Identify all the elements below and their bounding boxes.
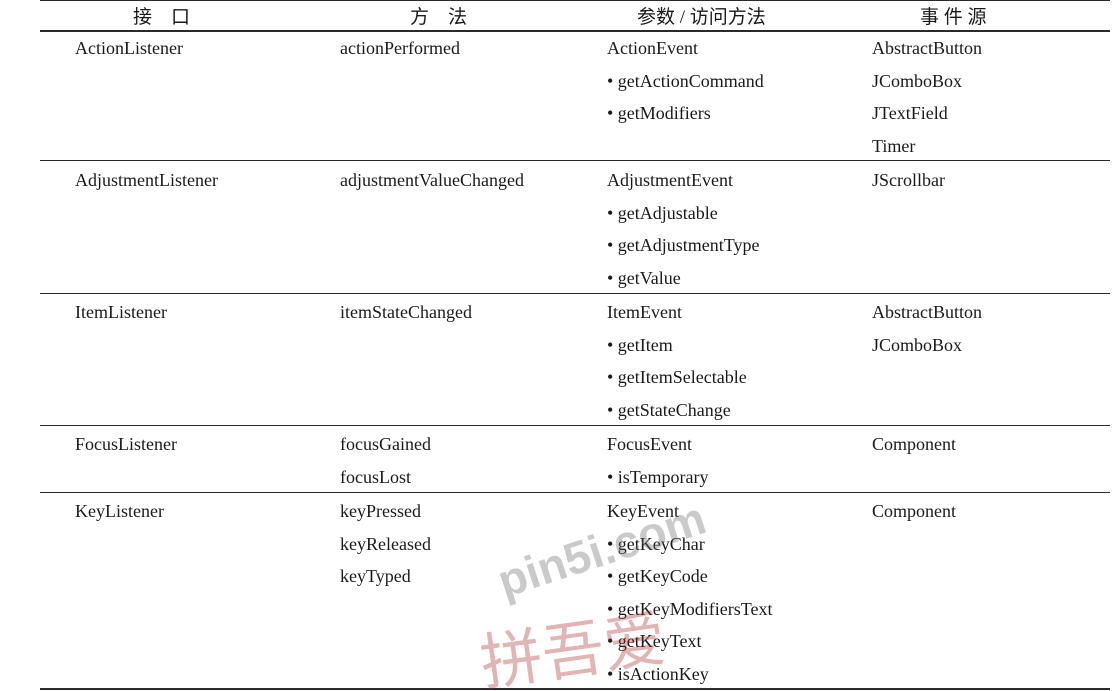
- param-line: • getKeyCode: [607, 566, 708, 586]
- source-line: JScrollbar: [872, 170, 945, 190]
- param-line: • getItem: [607, 334, 673, 355]
- method-name: keyReleased: [340, 533, 431, 554]
- method-name: focusGained: [340, 434, 431, 454]
- header-top-rule: [40, 0, 1110, 1]
- interface-name: AdjustmentListener: [75, 170, 218, 190]
- table-bottom-rule: [40, 688, 1110, 690]
- cell-interface: FocusListener: [75, 428, 177, 461]
- source-line: Timer: [872, 135, 916, 156]
- header-event-source: 事 件 源: [920, 7, 987, 28]
- cell-sources: Component: [872, 428, 956, 461]
- param-line: • getKeyText: [607, 631, 702, 651]
- method-name: keyTyped: [340, 566, 411, 586]
- cell-methods: adjustmentValueChanged: [340, 164, 524, 197]
- source-line: AbstractButton: [872, 302, 982, 322]
- cell-params: AdjustmentEvent • getAdjustable • getAdj…: [607, 164, 760, 294]
- row-divider: [40, 160, 1110, 161]
- source-line: Component: [872, 434, 956, 454]
- source-line: AbstractButton: [872, 38, 982, 58]
- cell-params: FocusEvent • isTemporary: [607, 428, 709, 493]
- method-name: itemStateChanged: [340, 302, 472, 322]
- interface-name: ActionListener: [75, 38, 183, 58]
- param-line: • isActionKey: [607, 663, 709, 684]
- param-line: • getAdjustmentType: [607, 235, 760, 255]
- interface-name: ItemListener: [75, 302, 167, 322]
- header-method: 方 法: [410, 7, 468, 28]
- cell-interface: ItemListener: [75, 296, 167, 329]
- param-line: FocusEvent: [607, 434, 692, 454]
- cell-sources: AbstractButton JComboBox JTextField Time…: [872, 32, 982, 162]
- cell-sources: AbstractButton JComboBox: [872, 296, 982, 361]
- param-line: AdjustmentEvent: [607, 170, 733, 190]
- method-name: keyPressed: [340, 501, 421, 521]
- method-name: adjustmentValueChanged: [340, 170, 524, 190]
- param-line: • getValue: [607, 267, 681, 288]
- source-line: JTextField: [872, 103, 948, 123]
- source-line: Component: [872, 501, 956, 521]
- row-divider: [40, 425, 1110, 426]
- cell-methods: itemStateChanged: [340, 296, 472, 329]
- source-line: JComboBox: [872, 70, 963, 91]
- param-line: ActionEvent: [607, 38, 698, 58]
- header-bottom-rule: [40, 30, 1110, 32]
- cell-interface: AdjustmentListener: [75, 164, 218, 197]
- cell-interface: KeyListener: [75, 495, 164, 528]
- param-line: ItemEvent: [607, 302, 682, 322]
- table-header: 接 口 方 法 参数 / 访问方法 事 件 源: [40, 0, 1110, 30]
- param-line: • getAdjustable: [607, 202, 718, 223]
- cell-methods: actionPerformed: [340, 32, 460, 65]
- param-line: • getItemSelectable: [607, 367, 747, 387]
- source-line: JComboBox: [872, 334, 963, 355]
- interface-name: KeyListener: [75, 501, 164, 521]
- method-name: focusLost: [340, 466, 411, 487]
- cell-params: KeyEvent • getKeyChar • getKeyCode • get…: [607, 495, 773, 690]
- cell-params: ItemEvent • getItem • getItemSelectable …: [607, 296, 747, 426]
- cell-methods: keyPressed keyReleased keyTyped: [340, 495, 431, 593]
- param-line: KeyEvent: [607, 501, 679, 521]
- cell-params: ActionEvent • getActionCommand • getModi…: [607, 32, 764, 130]
- param-line: • getModifiers: [607, 103, 711, 123]
- row-divider: [40, 492, 1110, 493]
- row-divider: [40, 293, 1110, 294]
- param-line: • getStateChange: [607, 399, 731, 420]
- cell-sources: JScrollbar: [872, 164, 945, 197]
- interface-name: FocusListener: [75, 434, 177, 454]
- cell-interface: ActionListener: [75, 32, 183, 65]
- cell-sources: Component: [872, 495, 956, 528]
- cell-methods: focusGained focusLost: [340, 428, 431, 493]
- method-name: actionPerformed: [340, 38, 460, 58]
- header-interface: 接 口: [133, 7, 191, 28]
- param-line: • getKeyChar: [607, 533, 705, 554]
- param-line: • getActionCommand: [607, 70, 764, 91]
- param-line: • isTemporary: [607, 466, 709, 487]
- header-params: 参数 / 访问方法: [637, 7, 766, 28]
- param-line: • getKeyModifiersText: [607, 598, 773, 619]
